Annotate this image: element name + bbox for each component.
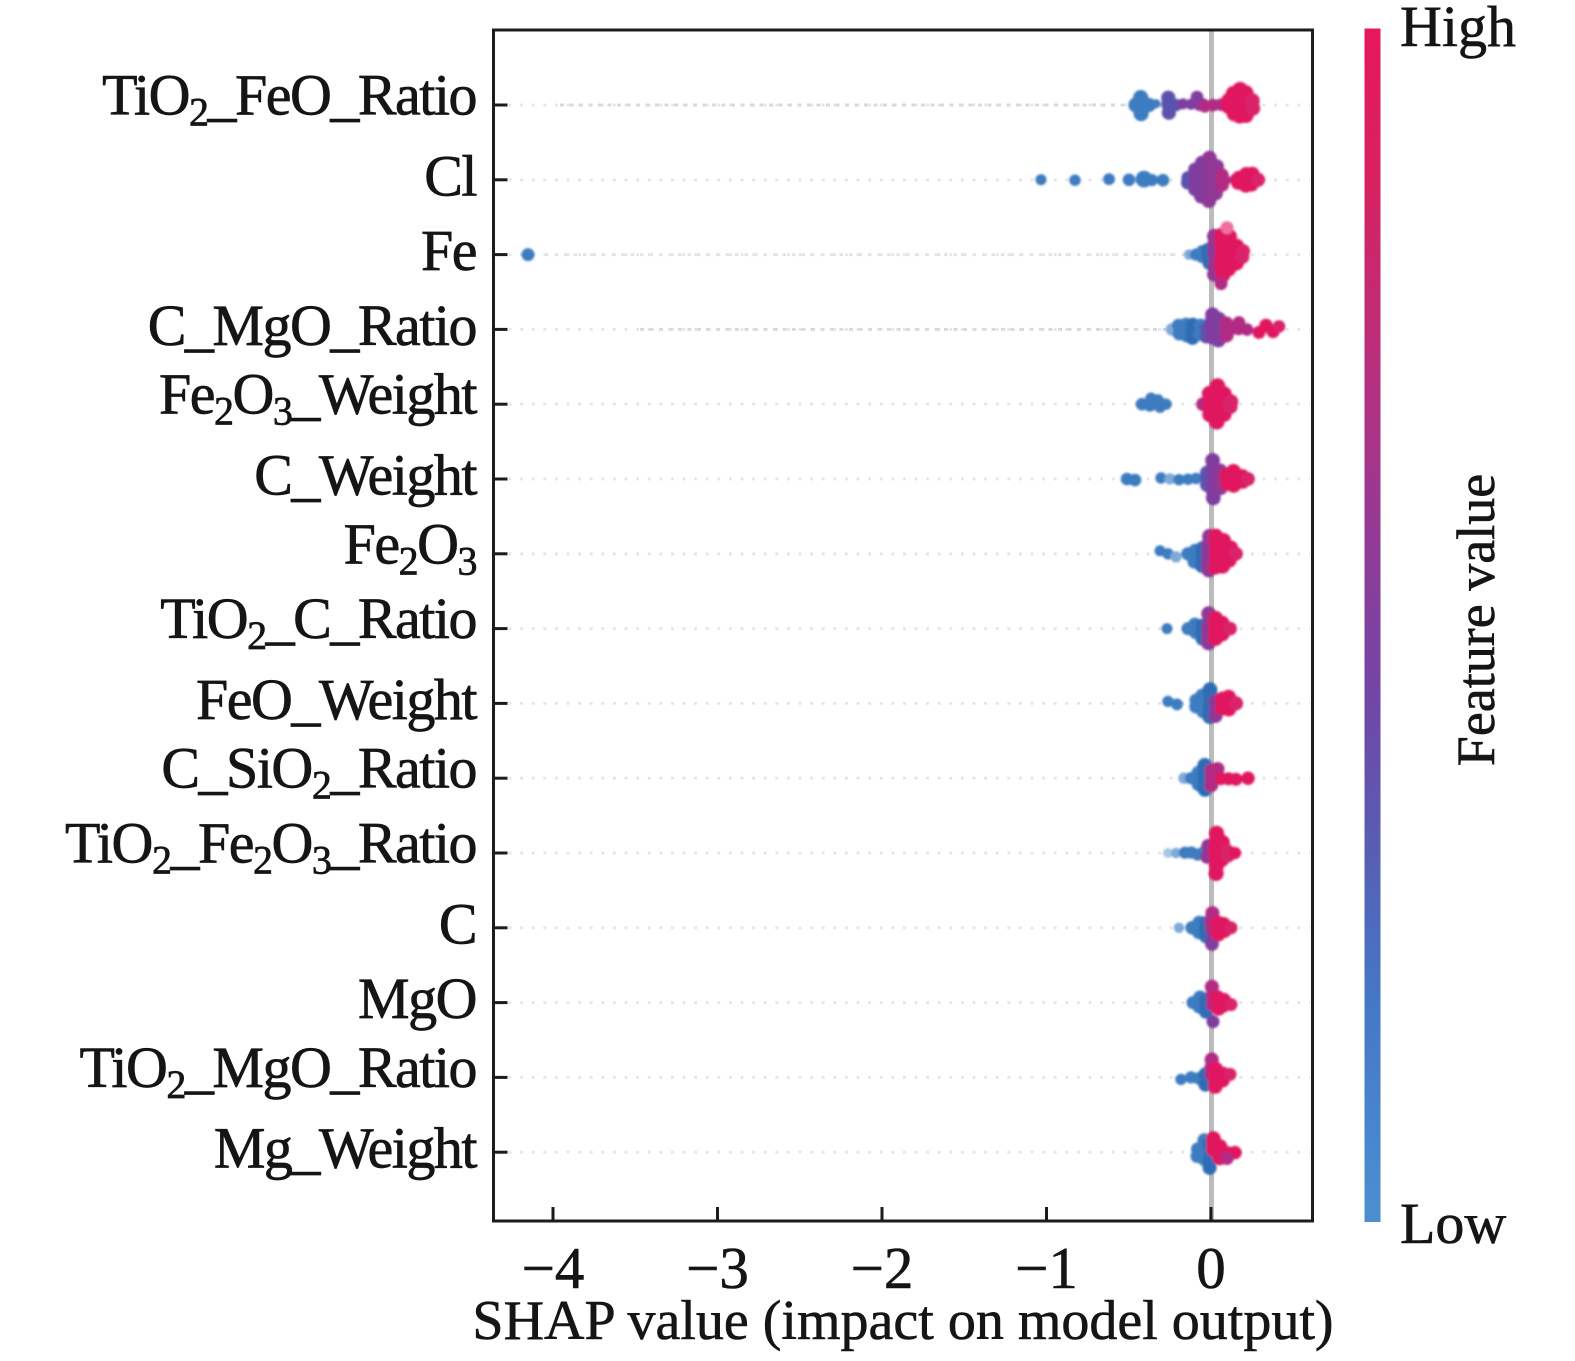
svg-text:C_Weight: C_Weight xyxy=(254,443,477,508)
svg-text:TiO2_Fe2O3_Ratio: TiO2_Fe2O3_Ratio xyxy=(65,811,476,883)
svg-text:Feature value: Feature value xyxy=(1446,474,1506,766)
svg-text:−3: −3 xyxy=(686,1235,749,1301)
svg-text:TiO2_FeO_Ratio: TiO2_FeO_Ratio xyxy=(102,63,476,135)
svg-text:C: C xyxy=(439,891,476,956)
svg-text:−1: −1 xyxy=(1015,1235,1078,1301)
svg-text:C_MgO_Ratio: C_MgO_Ratio xyxy=(148,293,476,358)
svg-text:TiO2_C_Ratio: TiO2_C_Ratio xyxy=(160,586,476,658)
svg-text:Fe2O3: Fe2O3 xyxy=(344,511,477,583)
svg-text:SHAP value (impact on model ou: SHAP value (impact on model output) xyxy=(472,1290,1333,1352)
svg-text:Mg_Weight: Mg_Weight xyxy=(214,1116,478,1181)
svg-text:Fe2O3_Weight: Fe2O3_Weight xyxy=(159,362,477,434)
svg-text:Cl: Cl xyxy=(424,143,476,208)
svg-text:−4: −4 xyxy=(522,1235,585,1301)
svg-text:Fe: Fe xyxy=(421,218,476,283)
svg-text:0: 0 xyxy=(1196,1235,1226,1301)
svg-text:−2: −2 xyxy=(851,1235,914,1301)
svg-text:High: High xyxy=(1400,0,1516,59)
svg-text:Low: Low xyxy=(1400,1191,1506,1256)
svg-text:MgO: MgO xyxy=(358,966,476,1031)
svg-text:FeO_Weight: FeO_Weight xyxy=(196,667,477,732)
svg-text:TiO2_MgO_Ratio: TiO2_MgO_Ratio xyxy=(79,1035,476,1107)
